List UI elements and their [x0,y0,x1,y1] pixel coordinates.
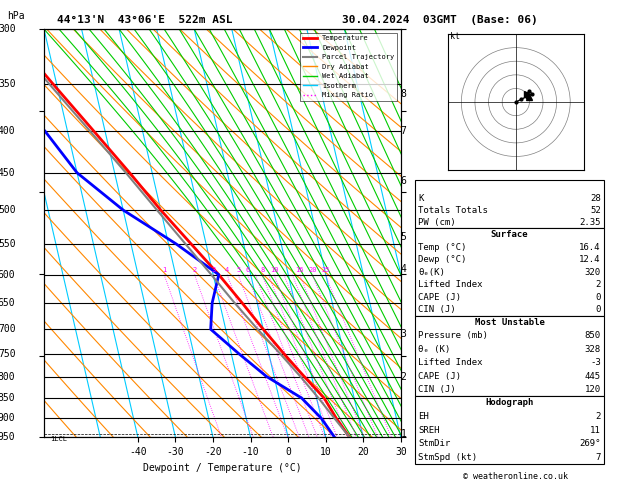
Text: 550: 550 [0,239,16,249]
Text: 700: 700 [0,324,16,334]
Text: 445: 445 [584,371,601,381]
Text: 450: 450 [0,168,16,178]
Text: PW (cm): PW (cm) [418,218,456,227]
Text: θₑ(K): θₑ(K) [418,268,445,277]
Text: 1: 1 [401,429,406,439]
Text: 7: 7 [595,453,601,462]
Text: 25: 25 [321,267,330,273]
Text: 3: 3 [211,267,216,273]
Text: © weatheronline.co.uk: © weatheronline.co.uk [464,472,568,481]
Text: Lifted Index: Lifted Index [418,358,483,367]
Text: 800: 800 [0,371,16,382]
Text: 850: 850 [0,393,16,403]
Text: Pressure (mb): Pressure (mb) [418,331,488,341]
Legend: Temperature, Dewpoint, Parcel Trajectory, Dry Adiabat, Wet Adiabat, Isotherm, Mi: Temperature, Dewpoint, Parcel Trajectory… [300,33,398,101]
Text: 44°13'N  43°06'E  522m ASL: 44°13'N 43°06'E 522m ASL [57,15,233,25]
Y-axis label: km
ASL: km ASL [424,224,439,243]
Text: 1: 1 [162,267,166,273]
Text: 10: 10 [270,267,278,273]
Text: 400: 400 [0,126,16,136]
Text: 320: 320 [584,268,601,277]
Text: 0: 0 [595,293,601,302]
Text: 4: 4 [401,264,406,274]
Text: 2: 2 [595,280,601,289]
Text: 16.4: 16.4 [579,243,601,252]
Text: 28: 28 [590,193,601,203]
Text: 2.35: 2.35 [579,218,601,227]
Text: 12.4: 12.4 [579,255,601,264]
Text: EH: EH [418,412,429,421]
Text: 1LCL: 1LCL [50,435,67,442]
Text: 2: 2 [401,371,406,382]
Text: 6: 6 [245,267,250,273]
Text: 20: 20 [308,267,316,273]
Text: SREH: SREH [418,426,440,434]
Text: 4: 4 [225,267,230,273]
Text: 0: 0 [595,305,601,314]
Text: 750: 750 [0,348,16,359]
Text: 300: 300 [0,24,16,34]
Text: 3: 3 [401,330,406,339]
Text: 120: 120 [584,385,601,394]
Text: K: K [418,193,424,203]
Text: 52: 52 [590,206,601,215]
Text: CIN (J): CIN (J) [418,305,456,314]
Text: 850: 850 [584,331,601,341]
Text: Temp (°C): Temp (°C) [418,243,467,252]
Text: 16: 16 [296,267,304,273]
Text: Lifted Index: Lifted Index [418,280,483,289]
Text: 950: 950 [0,433,16,442]
Text: -3: -3 [590,358,601,367]
Text: Surface: Surface [491,230,528,239]
Text: 900: 900 [0,413,16,423]
Text: Dewp (°C): Dewp (°C) [418,255,467,264]
Text: StmDir: StmDir [418,439,450,448]
Text: CIN (J): CIN (J) [418,385,456,394]
Text: 2: 2 [192,267,197,273]
Text: 5: 5 [401,232,406,243]
Text: 600: 600 [0,270,16,279]
Text: 328: 328 [584,345,601,354]
Text: 350: 350 [0,79,16,89]
Text: 500: 500 [0,205,16,215]
Text: 5: 5 [236,267,240,273]
Text: Most Unstable: Most Unstable [474,318,545,327]
Text: Hodograph: Hodograph [486,399,533,407]
Text: θₑ (K): θₑ (K) [418,345,450,354]
Text: CAPE (J): CAPE (J) [418,293,461,302]
Text: 2: 2 [595,412,601,421]
Text: CAPE (J): CAPE (J) [418,371,461,381]
Text: 650: 650 [0,298,16,308]
Text: 269°: 269° [579,439,601,448]
Text: 11: 11 [590,426,601,434]
Text: Totals Totals: Totals Totals [418,206,488,215]
Text: 30.04.2024  03GMT  (Base: 06): 30.04.2024 03GMT (Base: 06) [342,15,538,25]
Text: 6: 6 [401,175,406,186]
Text: kt: kt [450,33,460,41]
Text: StmSpd (kt): StmSpd (kt) [418,453,477,462]
X-axis label: Dewpoint / Temperature (°C): Dewpoint / Temperature (°C) [143,463,302,473]
Text: 8: 8 [401,89,406,99]
Text: 7: 7 [401,126,406,136]
Text: hPa: hPa [7,11,25,21]
Text: 8: 8 [260,267,264,273]
